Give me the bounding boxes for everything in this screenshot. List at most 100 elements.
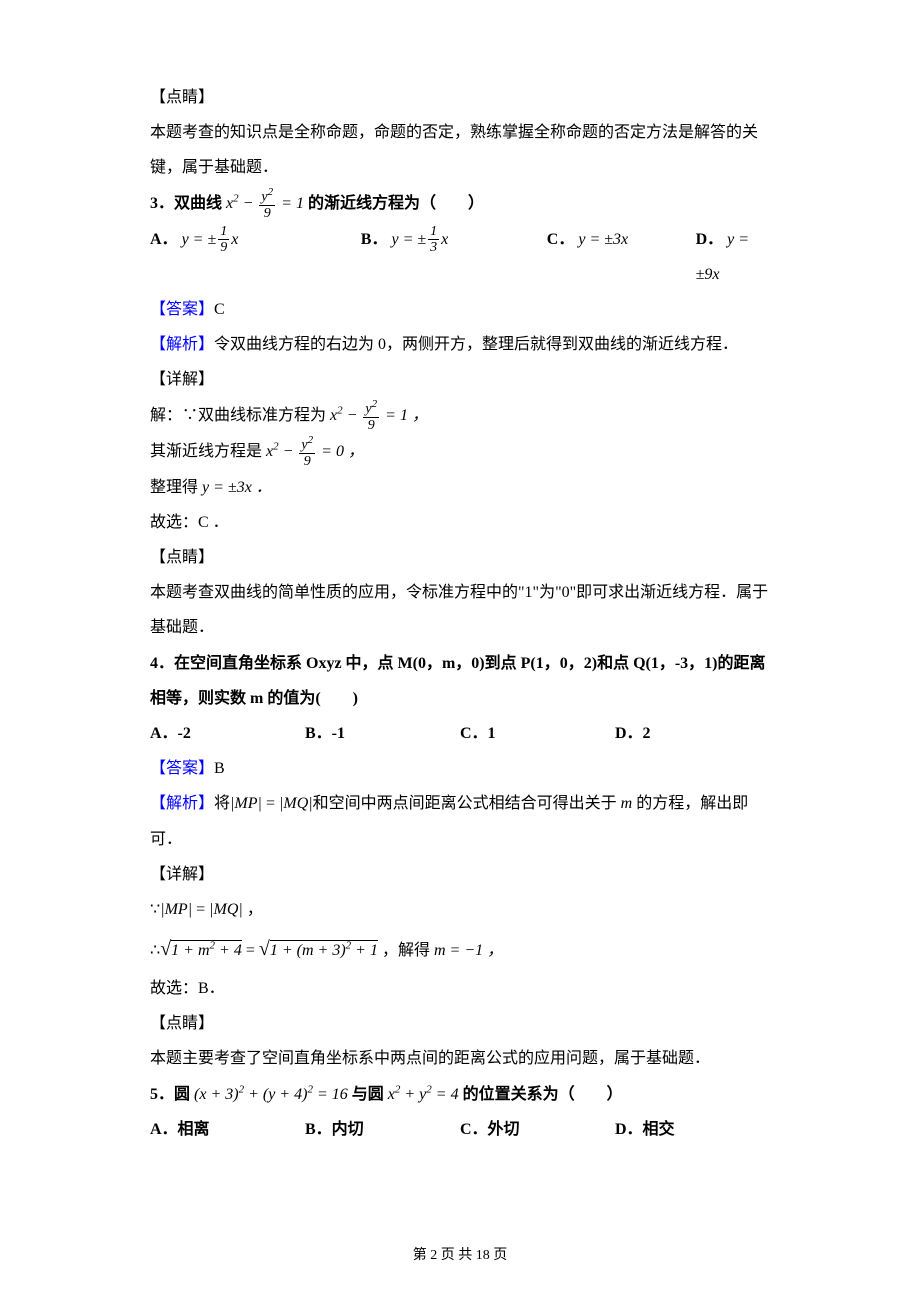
q5-option-b: B．内切 xyxy=(305,1112,460,1147)
q5-option-d: D．相交 xyxy=(615,1112,770,1147)
q3-stem-post: 的渐近线方程为（ ） xyxy=(308,195,484,212)
s1p: + 4 xyxy=(215,942,242,959)
den: 9 xyxy=(299,454,315,469)
e1: (x + 3) xyxy=(194,1086,239,1103)
eq: = xyxy=(192,901,209,918)
line1-pre: 解：∵双曲线标准方程为 xyxy=(150,407,326,424)
minus: − xyxy=(279,443,298,460)
y-exp: 2 xyxy=(372,398,378,410)
y-exp: 2 xyxy=(268,186,274,198)
s2: 1 + (m + 3) xyxy=(270,942,346,959)
q5-mid: 与圆 xyxy=(352,1086,384,1103)
q4-detail-line2: ∴√1 + m2 + 4 = √1 + (m + 3)2 + 1 ，解得 m =… xyxy=(150,927,770,971)
label-b: B． xyxy=(361,231,388,248)
q3-stem-pre: 3．双曲线 xyxy=(150,195,222,212)
q4-option-a: A．-2 xyxy=(150,716,305,751)
q3-detail-line2: 其渐近线方程是 x2 − y29 = 0 ， xyxy=(150,434,770,470)
e1p: + (y + 4) xyxy=(244,1086,307,1103)
answer-label: 【答案】 xyxy=(150,760,214,777)
jiexi-label: 【解析】 xyxy=(150,795,214,812)
rhs1: = 1 ， xyxy=(381,407,428,424)
q4-stem: 4．在空间直角坐标系 Oxyz 中，点 M(0，m，0)到点 P(1，0，2)和… xyxy=(150,646,770,716)
a-num: 1 xyxy=(218,224,229,240)
a-den: 9 xyxy=(218,240,229,255)
b-pre: y = ± xyxy=(391,231,426,248)
eq-sign: = xyxy=(262,795,279,812)
q3-option-d: D． y = ±9x xyxy=(696,222,770,292)
q3-detail-line3: 整理得 y = ±3x ． xyxy=(150,470,770,505)
q3-option-a: A． y = ±19x xyxy=(150,222,361,292)
q5-option-c: C．外切 xyxy=(460,1112,615,1147)
q5-option-a: A．相离 xyxy=(150,1112,305,1147)
label-c: C． xyxy=(547,231,575,248)
e2r: = 4 xyxy=(432,1086,459,1103)
line3-pre: 整理得 xyxy=(150,479,202,496)
line1-pre: ∵ xyxy=(150,901,160,918)
s1: 1 + m xyxy=(171,942,209,959)
q4-detail-heading: 【详解】 xyxy=(150,857,770,892)
q4-option-b: B．-1 xyxy=(305,716,460,751)
q3-detail-line1: 解：∵双曲线标准方程为 x2 − y29 = 1 ， xyxy=(150,398,770,434)
line3-val: y = ±3x ． xyxy=(202,479,272,496)
q4-dianjing-heading: 【点睛】 xyxy=(150,1006,770,1041)
sol: m = −1 ， xyxy=(434,942,503,959)
c-val: y = ±3x xyxy=(578,231,628,248)
label-a: A． xyxy=(150,231,178,248)
jiexi-label: 【解析】 xyxy=(150,336,214,353)
e2p: + y xyxy=(400,1086,426,1103)
q3-detail-line4: 故选：C ． xyxy=(150,505,770,540)
den: 9 xyxy=(363,418,379,433)
mp: |MP| xyxy=(160,901,192,918)
label-d: D． xyxy=(696,231,724,248)
jiexi-pre: 将 xyxy=(214,795,230,812)
q3-option-c: C． y = ±3x xyxy=(547,222,696,292)
mq: |MQ| xyxy=(209,901,243,918)
a-pre: y = ± xyxy=(182,231,217,248)
s2p: + 1 xyxy=(351,942,378,959)
q3-option-b: B． y = ±13x xyxy=(361,222,547,292)
b-den: 3 xyxy=(428,240,439,255)
q3-detail-heading: 【详解】 xyxy=(150,362,770,397)
q4-jiexi: 【解析】将|MP| = |MQ|和空间中两点间距离公式相结合可得出关于 m 的方… xyxy=(150,786,770,856)
e2x: x xyxy=(388,1086,395,1103)
y-exp: 2 xyxy=(308,434,314,446)
b-num: 1 xyxy=(428,224,439,240)
q3-jiexi: 【解析】令双曲线方程的右边为 0，两侧开方，整理后就得到双曲线的渐近线方程． xyxy=(150,327,770,362)
jiexi-text: 令双曲线方程的右边为 0，两侧开方，整理后就得到双曲线的渐近线方程． xyxy=(214,336,738,353)
comma: ， xyxy=(243,901,263,918)
page-footer: 第 2 页 共 18 页 xyxy=(0,1241,920,1272)
q3-eq: x2 − y29 = 1 xyxy=(226,195,308,212)
q4-detail-line3: 故选：B． xyxy=(150,971,770,1006)
q4-options: A．-2 B．-1 C．1 D．2 xyxy=(150,716,770,751)
eq2: = xyxy=(242,942,259,959)
m-var: m xyxy=(621,795,633,812)
q4-answer: 【答案】B xyxy=(150,751,770,786)
q3-options: A． y = ±19x B． y = ±13x C． y = ±3x D． y … xyxy=(150,222,770,292)
answer-value: C xyxy=(214,301,225,318)
q3-dianjing-heading: 【点睛】 xyxy=(150,540,770,575)
answer-value: B xyxy=(214,760,225,777)
q3-dianjing-text: 本题考查双曲线的简单性质的应用，令标准方程中的"1"为"0"即可求出渐近线方程．… xyxy=(150,575,770,645)
q4-option-d: D．2 xyxy=(615,716,770,751)
q5-options: A．相离 B．内切 C．外切 D．相交 xyxy=(150,1112,770,1147)
q3-answer: 【答案】C xyxy=(150,292,770,327)
mid: ，解得 xyxy=(378,942,434,959)
q4-option-c: C．1 xyxy=(460,716,615,751)
rhs0: = 0 ， xyxy=(317,443,364,460)
q2-dianjing-text: 本题考查的知识点是全称命题，命题的否定，熟练掌握全称命题的否定方法是解答的关键，… xyxy=(150,115,770,185)
q4-dianjing-text: 本题主要考查了空间直角坐标系中两点间的距离公式的应用问题，属于基础题． xyxy=(150,1041,770,1076)
a-post: x xyxy=(231,231,238,248)
jiexi-mid: 和空间中两点间距离公式相结合可得出关于 xyxy=(313,795,621,812)
answer-label: 【答案】 xyxy=(150,301,214,318)
q2-dianjing-heading: 【点睛】 xyxy=(150,80,770,115)
mp-abs: |MP| xyxy=(230,795,262,812)
line2-pre: ∴ xyxy=(150,942,160,959)
rhs: = 1 xyxy=(277,195,304,212)
line2-pre: 其渐近线方程是 xyxy=(150,443,262,460)
e1r: = 16 xyxy=(313,1086,348,1103)
den: 9 xyxy=(259,206,275,221)
q5-post: 的位置关系为（ ） xyxy=(463,1086,623,1103)
mq-abs: |MQ| xyxy=(279,795,313,812)
q3-stem: 3．双曲线 x2 − y29 = 1 的渐近线方程为（ ） xyxy=(150,186,770,222)
minus: − xyxy=(239,195,258,212)
